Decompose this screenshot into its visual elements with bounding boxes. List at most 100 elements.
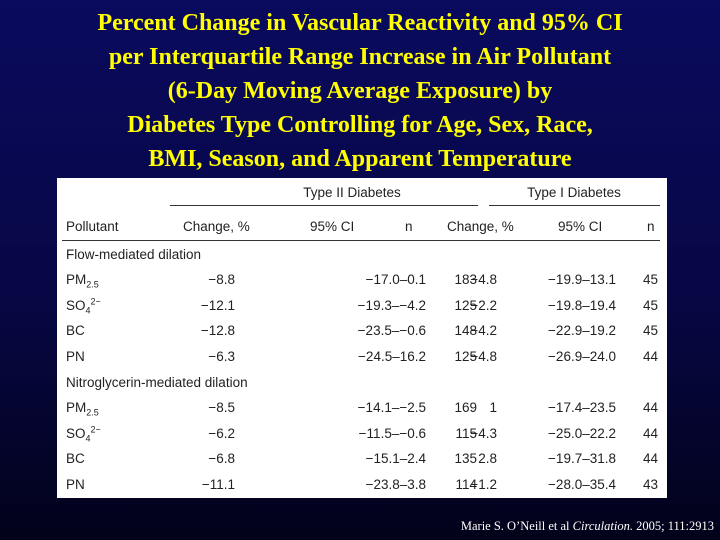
t1-n-cell: 45 — [642, 272, 658, 287]
pollutant-cell: PN — [66, 349, 85, 364]
table-row: BC −12.8 −23.5–−0.6 148 −4.2 −22.9–19.2 45 — [57, 319, 667, 344]
pollutant-name: BC — [66, 451, 85, 467]
pollutant-superscript: 2− — [90, 424, 101, 435]
t1-change-cell: −4.2 — [470, 323, 497, 339]
t1-change-cell: −4.8 — [470, 272, 497, 287]
t2-change-cell: −12.8 — [200, 323, 235, 339]
t1-n-cell: 43 — [642, 476, 658, 492]
t2-n-cell: 115 — [455, 425, 477, 441]
t1-n-cell: 45 — [642, 297, 658, 313]
citation-authors: Marie S. O’Neill et al — [460, 519, 570, 533]
section-label: Flow-mediated dilation — [66, 247, 202, 262]
title-line-3: (6-Day Moving Average Exposure) by — [167, 78, 553, 104]
t1-change-cell: −1.2 — [470, 476, 497, 492]
t1-change-cell: 1 — [489, 400, 497, 415]
col-header-ci-type1: 95% CI — [558, 219, 603, 234]
t1-ci-cell: −19.8–19.4 — [548, 297, 616, 313]
pollutant-cell: SO42− — [66, 424, 101, 444]
t1-n-cell: 44 — [642, 348, 658, 364]
type1-header-rule — [489, 205, 660, 206]
t1-change-cell: −4.3 — [470, 425, 497, 441]
title-line-4: Diabetes Type Controlling for Age, Sex, … — [127, 112, 593, 138]
section-label: Nitroglycerin-mediated dilation — [66, 375, 248, 390]
pollutant-superscript: 2− — [90, 296, 101, 307]
t2-change-cell: −6.2 — [208, 425, 235, 441]
t1-n-cell: 44 — [642, 400, 658, 415]
pollutant-name: BC — [66, 323, 85, 339]
slide-title: Percent Change in Vascular Reactivity an… — [0, 6, 720, 176]
t2-change-cell: −11.1 — [201, 476, 235, 492]
t1-ci-cell: −19.9–13.1 — [548, 272, 616, 287]
t2-n-cell: 148 — [454, 323, 477, 339]
pollutant-subscript: 2.5 — [86, 407, 99, 418]
pollutant-cell: BC — [66, 451, 85, 466]
t2-ci-cell: −11.5–−0.6 — [358, 425, 426, 441]
pollutant-subscript: 2.5 — [86, 279, 99, 290]
col-header-pollutant: Pollutant — [66, 219, 119, 234]
t2-change-cell: −6.3 — [208, 348, 235, 364]
t1-change-cell: −2.2 — [470, 297, 497, 313]
pollutant-name: PN — [66, 348, 85, 364]
title-line-2: per Interquartile Range Increase in Air … — [108, 44, 612, 70]
table-row: PN −6.3 −24.5–16.2 125 −4.8 −26.9–24.0 44 — [57, 345, 667, 370]
t1-ci-cell: −26.9–24.0 — [548, 348, 616, 364]
type2-header-rule — [170, 205, 478, 206]
t1-ci-cell: −19.7–31.8 — [548, 451, 616, 467]
title-line-1: Percent Change in Vascular Reactivity an… — [97, 10, 623, 36]
pollutant-cell: SO42− — [66, 296, 101, 316]
header-rule — [62, 240, 660, 241]
t1-n-cell: 45 — [642, 323, 658, 339]
pollutant-name: PN — [66, 476, 85, 492]
t2-ci-cell: −19.3–−4.2 — [357, 297, 426, 313]
pollutant-subscript: 4 — [85, 433, 91, 444]
t2-ci-cell: −23.5–−0.6 — [357, 323, 426, 339]
pollutant-name: PM — [66, 272, 87, 287]
t2-ci-cell: −17.0–0.1 — [365, 272, 426, 287]
t2-n-cell: 135 — [454, 451, 477, 467]
table-row: PN −11.1 −23.8–3.8 114 −1.2 −28.0–35.4 43 — [57, 473, 667, 498]
t2-n-cell: 125 — [454, 297, 477, 313]
section-label-row: Flow-mediated dilation — [57, 243, 667, 268]
t1-ci-cell: −22.9–19.2 — [548, 323, 616, 339]
pollutant-cell: PM2.5 — [66, 400, 99, 418]
citation: Marie S. O’Neill et al Circulation. 2005… — [461, 519, 714, 534]
col-header-n-type2: n — [405, 219, 413, 234]
t2-n-cell: 169 — [454, 400, 477, 415]
t2-n-cell: 114 — [455, 476, 477, 492]
t1-ci-cell: −25.0–22.2 — [548, 425, 616, 441]
table-row: SO42− −6.2 −11.5–−0.6 115 −4.3 −25.0–22.2 44 — [57, 422, 667, 447]
type2-group-header: Type II Diabetes — [303, 185, 401, 200]
t2-ci-cell: −14.1–−2.5 — [357, 400, 426, 415]
results-table: Type II Diabetes Type I Diabetes Polluta… — [57, 178, 667, 498]
col-header-change-type2: Change, % — [183, 219, 250, 234]
t2-change-cell: −6.8 — [208, 451, 235, 467]
t1-change-cell: −4.8 — [470, 348, 497, 364]
pollutant-name: SO — [66, 297, 86, 313]
t2-n-cell: 125 — [454, 348, 477, 364]
t1-n-cell: 44 — [642, 425, 658, 441]
t2-n-cell: 183 — [454, 272, 477, 287]
table-row: BC −6.8 −15.1–2.4 135 2.8 −19.7–31.8 44 — [57, 447, 667, 472]
type1-group-header: Type I Diabetes — [527, 185, 621, 200]
t2-change-cell: −8.5 — [208, 400, 235, 415]
pollutant-name: PM — [66, 400, 87, 415]
t2-change-cell: −12.1 — [200, 297, 235, 313]
pollutant-cell: BC — [66, 323, 85, 338]
citation-reference: 2005; 111:2913 — [636, 519, 714, 533]
pollutant-cell: PM2.5 — [66, 272, 99, 290]
pollutant-name: SO — [66, 425, 86, 441]
t2-ci-cell: −23.8–3.8 — [365, 476, 426, 492]
title-line-5: BMI, Season, and Apparent Temperature — [148, 146, 572, 172]
col-header-ci-type2: 95% CI — [310, 219, 355, 234]
t2-change-cell: −8.8 — [208, 272, 235, 287]
citation-journal: Circulation. — [572, 519, 633, 533]
pollutant-cell: PN — [66, 477, 85, 492]
table-row: PM2.5 −8.8 −17.0–0.1 183 −4.8 −19.9–13.1 45 — [57, 268, 667, 293]
table-row: SO42− −12.1 −19.3–−4.2 125 −2.2 −19.8–19.4 45 — [57, 294, 667, 319]
t1-change-cell: 2.8 — [478, 451, 497, 467]
section-label-row: Nitroglycerin-mediated dilation — [57, 371, 667, 396]
col-header-change-type1: Change, % — [447, 219, 514, 234]
table-row: PM2.5 −8.5 −14.1–−2.5 169 1 −17.4–23.5 44 — [57, 396, 667, 421]
t2-ci-cell: −24.5–16.2 — [358, 348, 426, 364]
pollutant-subscript: 4 — [85, 305, 91, 316]
